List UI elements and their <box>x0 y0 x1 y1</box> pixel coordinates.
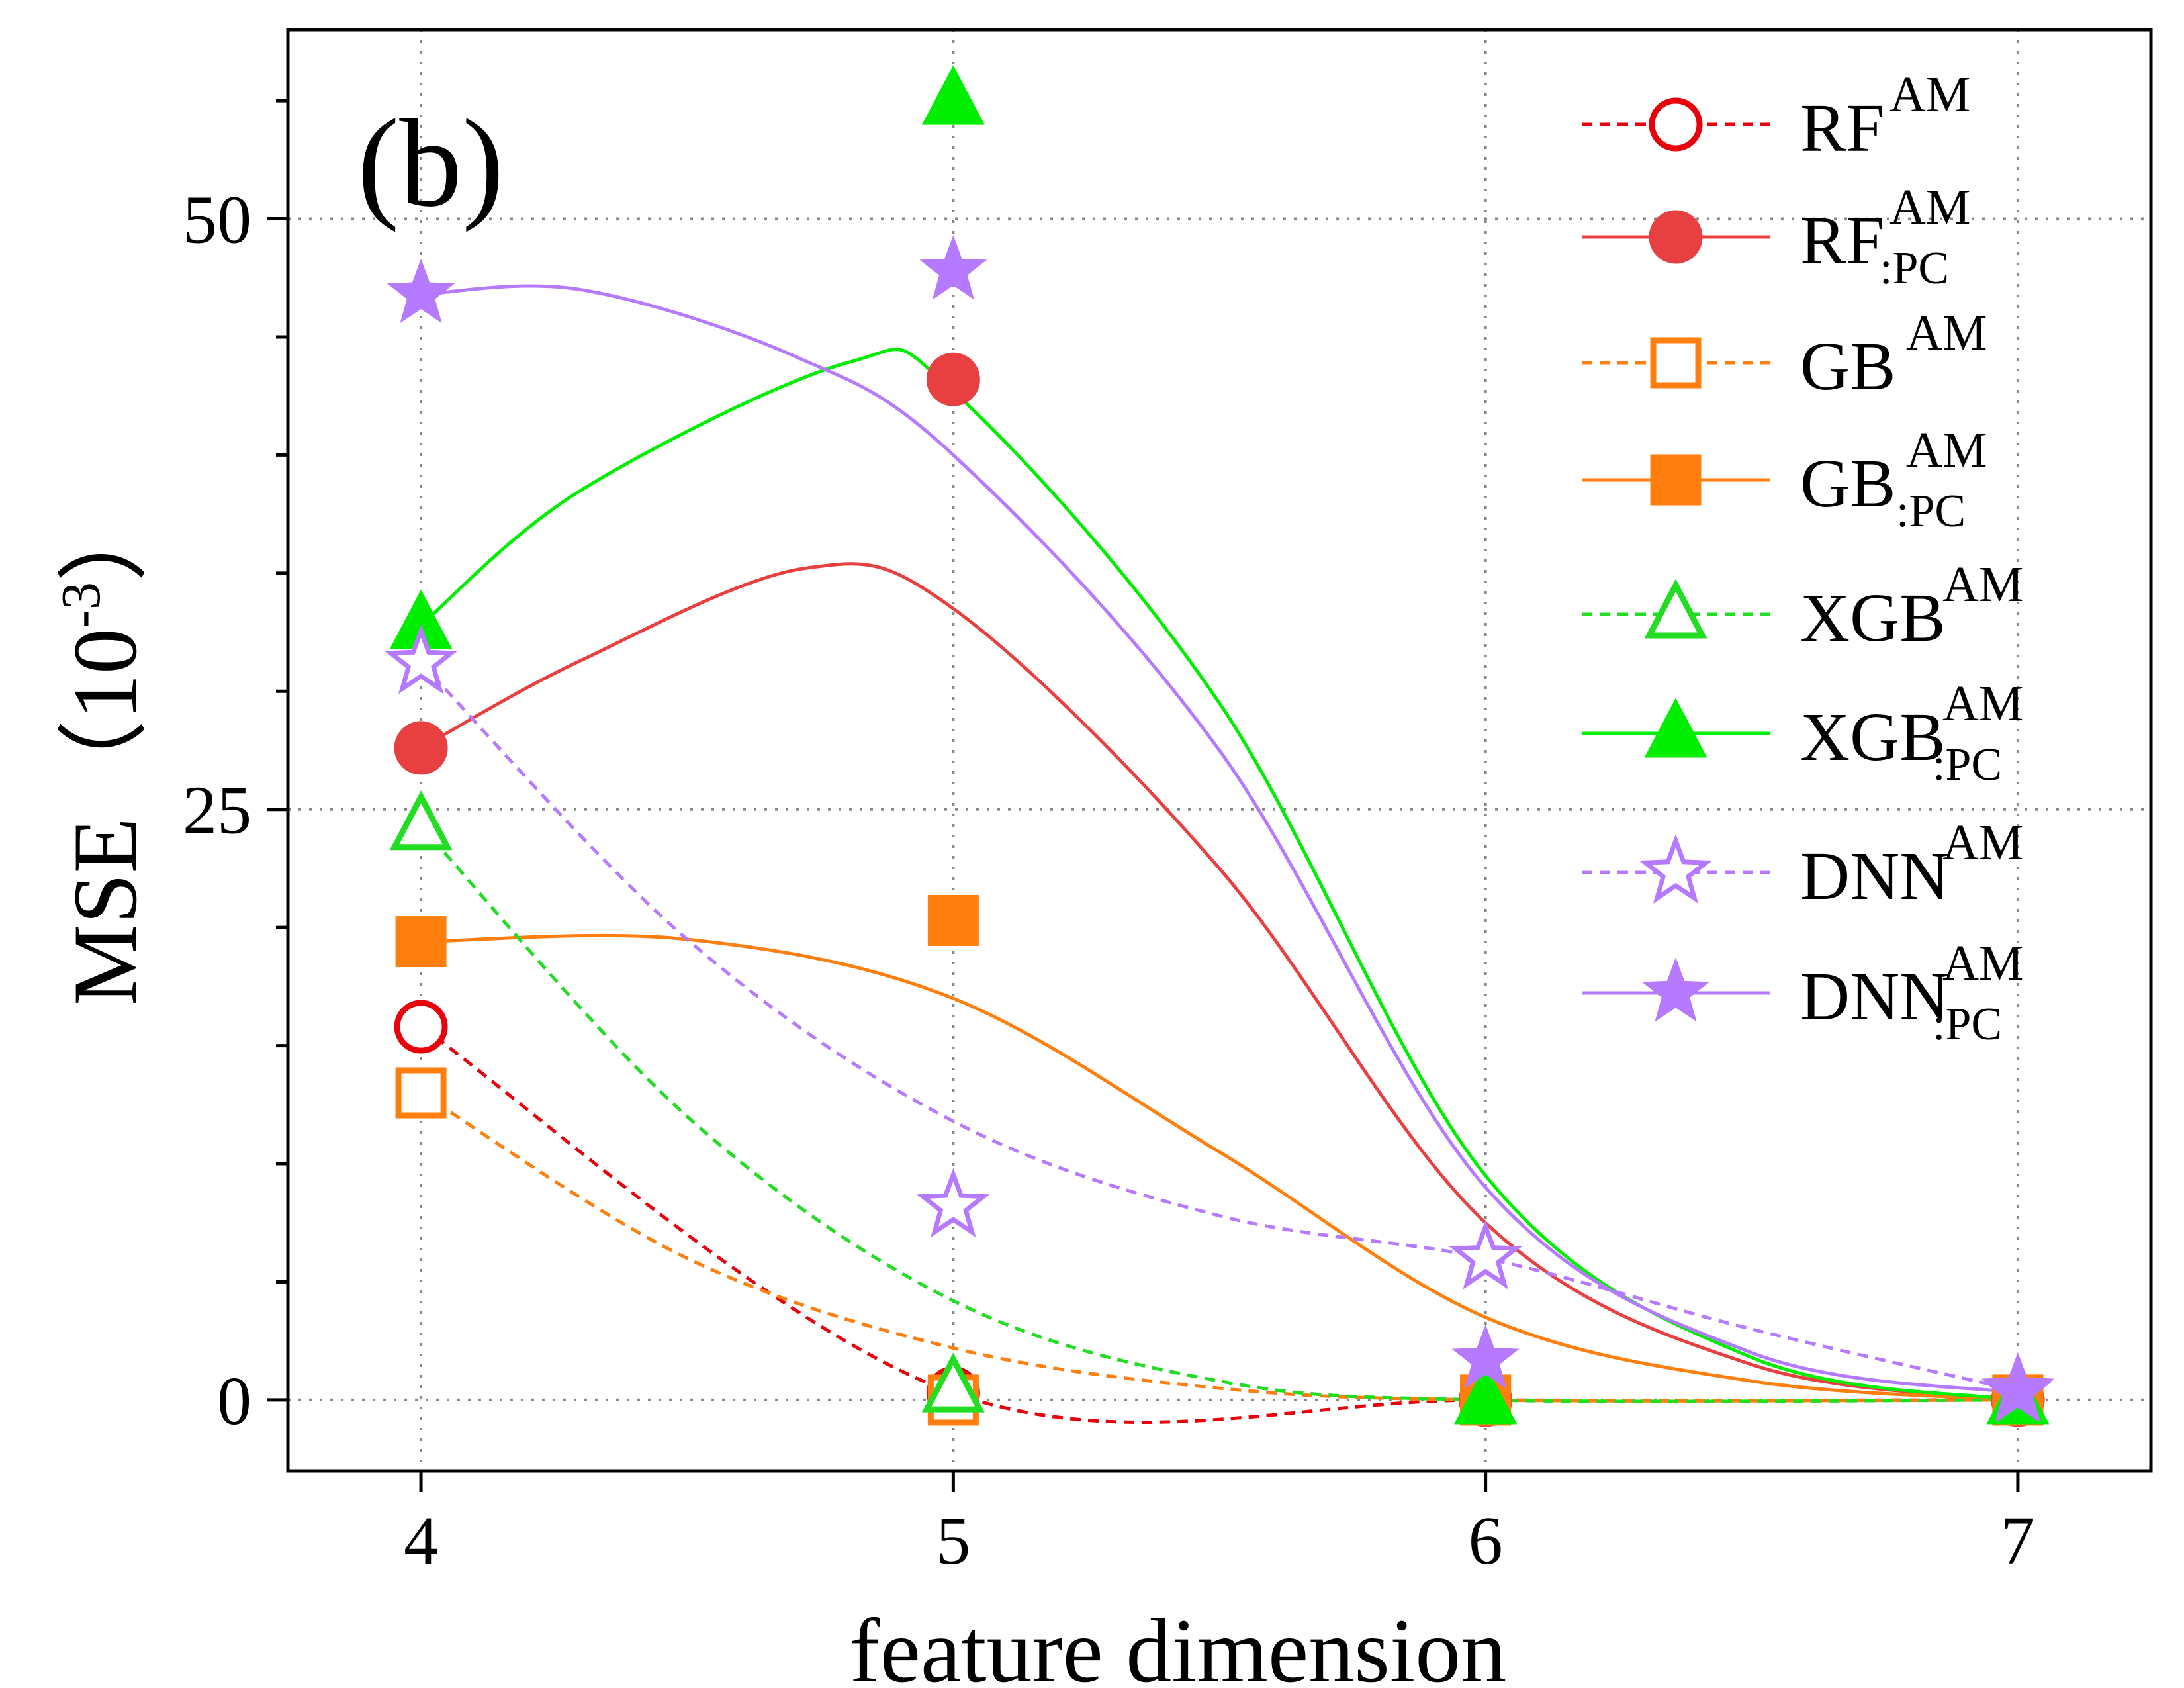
series-markers <box>384 65 2055 1427</box>
legend-marker-dnn-pc <box>1641 957 1710 1022</box>
marker-xgb-pc-x5 <box>921 65 985 125</box>
plot-frame <box>286 28 2153 1473</box>
legend-marker-gb-pc <box>1650 454 1702 506</box>
y-axis-title-main: MSE <box>54 818 156 1006</box>
marker-gb-am-x4 <box>395 1067 447 1119</box>
marker-xgb-am-x4 <box>389 790 453 851</box>
legend-sup-xgb-pc: AM <box>1942 676 2023 731</box>
legend-sub-rf-pc: :PC <box>1880 243 1949 294</box>
legend-label-xgb-am: XGB <box>1800 580 1946 656</box>
legend-marker-rf-am <box>1649 97 1703 152</box>
y-axis-unit-close: ） <box>54 491 156 582</box>
marker-dnn-am-x5 <box>917 1168 990 1238</box>
legend-sup-rf-pc: AM <box>1889 179 1970 235</box>
legend-sup-rf-am: AM <box>1889 67 1970 122</box>
marker-dnn-pc-x5 <box>919 235 987 300</box>
legend-item-rf-pc: RF AM :PC <box>1582 179 1970 294</box>
legend-sup-gb-am: AM <box>1906 305 1987 361</box>
marker-rf-pc-x4 <box>394 721 448 775</box>
series-line-gb-pc <box>421 933 2019 1402</box>
legend-label-dnn-pc: DNN <box>1800 959 1949 1035</box>
legend-item-gb-am: GB AM <box>1582 305 1987 404</box>
tick-labels: 4 5 6 7 0 25 50 <box>183 182 2035 1579</box>
series-line-dnn-pc <box>420 284 2019 1395</box>
legend-sup-gb-pc: AM <box>1906 422 1987 478</box>
series-line-xgb-am <box>420 825 2018 1403</box>
legend-sub-gb-pc: :PC <box>1896 486 1966 537</box>
series-line-rf-pc <box>420 562 2019 1402</box>
series-line-dnn-am <box>420 661 2019 1393</box>
marker-gb-pc-x5 <box>927 894 979 946</box>
marker-gb-pc-x4 <box>395 916 447 968</box>
x-tick-label-7: 7 <box>2001 1503 2035 1579</box>
legend-sup-xgb-am: AM <box>1942 557 2023 612</box>
y-tick-label-50: 50 <box>183 182 251 258</box>
y-axis-unit-base: 10 <box>54 628 156 720</box>
legend-sub-xgb-pc: :PC <box>1933 739 2002 790</box>
legend-sup-dnn-pc: AM <box>1942 935 2023 991</box>
legend-item-gb-pc: GB AM :PC <box>1582 422 1987 537</box>
y-axis-unit-open: （ <box>54 720 156 811</box>
legend-marker-xgb-pc <box>1644 698 1707 758</box>
x-tick-label-6: 6 <box>1469 1503 1503 1579</box>
legend-label-rf-pc: RF <box>1800 203 1884 279</box>
y-axis-unit-exp: -3 <box>50 582 112 628</box>
panel-label: (b) <box>357 94 504 233</box>
series-lines <box>420 284 2019 1424</box>
y-axis-title: MSE（10-3） <box>50 491 156 1006</box>
axis-ticks <box>267 99 2020 1492</box>
y-tick-label-0: 0 <box>217 1363 251 1439</box>
legend-marker-gb-am <box>1650 337 1702 389</box>
legend-label-gb-pc: GB <box>1800 445 1895 522</box>
x-tick-label-5: 5 <box>936 1503 970 1579</box>
marker-xgb-pc-x6 <box>1454 1364 1518 1425</box>
series-line-xgb-pc <box>420 348 2019 1402</box>
legend-label-rf-am: RF <box>1800 90 1884 166</box>
marker-dnn-am-x4 <box>384 624 458 694</box>
legend-sub-dnn-pc: :PC <box>1933 999 2002 1050</box>
legend-item-rf-am: RF AM <box>1582 67 1970 166</box>
legend-sup-dnn-am: AM <box>1942 815 2023 870</box>
marker-rf-pc-x5 <box>926 352 980 406</box>
marker-xgb-am-x5 <box>921 1352 985 1413</box>
marker-dnn-am-x6 <box>1449 1219 1522 1289</box>
x-tick-label-4: 4 <box>404 1503 438 1579</box>
legend-label-xgb-pc: XGB <box>1800 699 1946 775</box>
marker-dnn-pc-x6 <box>1451 1324 1520 1389</box>
marker-dnn-pc-x4 <box>387 258 455 324</box>
x-axis-title: feature dimension <box>850 1600 1506 1688</box>
series-line-gb-am <box>420 1091 2018 1403</box>
marker-rf-am-x4 <box>394 1000 448 1054</box>
legend-marker-dnn-am <box>1639 833 1713 904</box>
legend-label-dnn-am: DNN <box>1800 838 1949 914</box>
legend-marker-xgb-am <box>1644 579 1707 639</box>
legend-label-gb-am: GB <box>1800 328 1895 404</box>
legend-marker-rf-pc <box>1649 210 1703 264</box>
y-tick-label-25: 25 <box>183 773 251 849</box>
marker-dnn-pc-x7 <box>1983 1357 2052 1422</box>
